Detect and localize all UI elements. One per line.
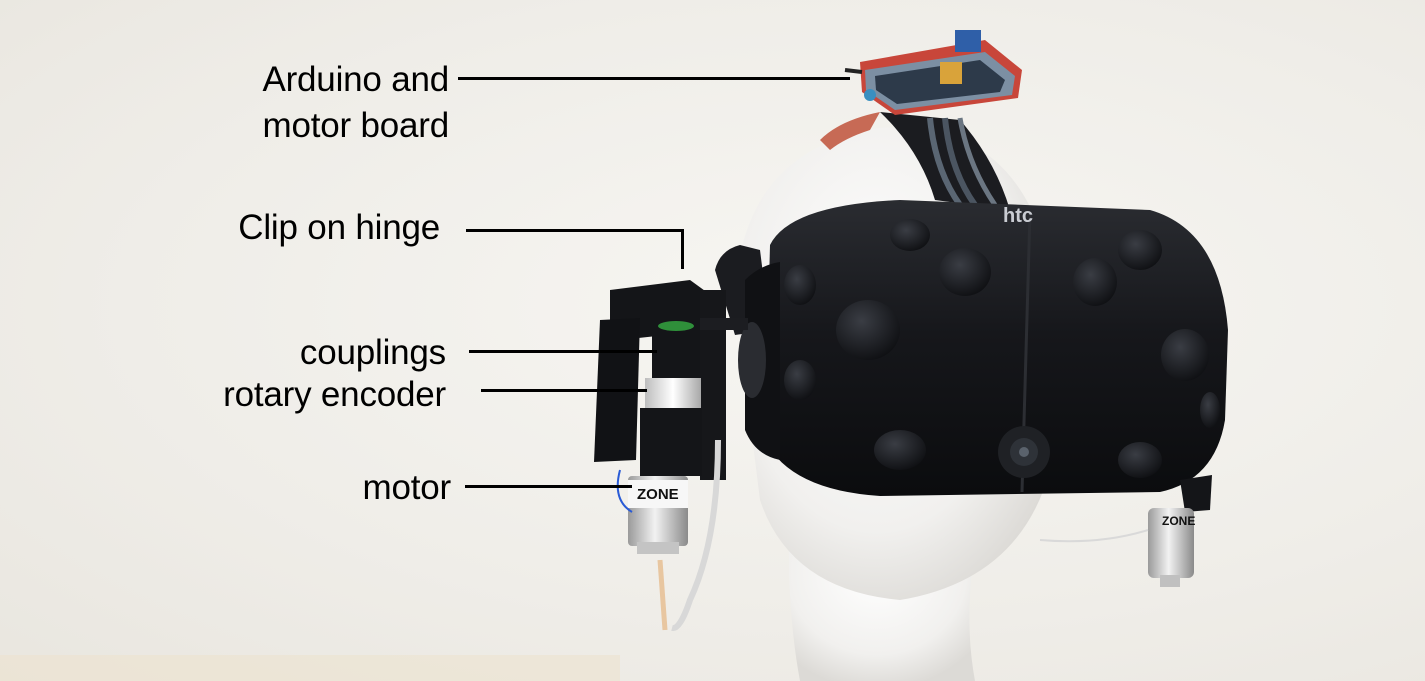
rotary-encoder	[645, 378, 701, 408]
strap-red-cable	[820, 112, 880, 150]
cable	[942, 117, 978, 207]
label-arduino-motor-board: Arduino and motor board	[262, 60, 449, 145]
couplings	[652, 322, 700, 380]
label-rotary-encoder: rotary encoder	[223, 375, 446, 414]
sensor-dimple	[939, 248, 991, 296]
sensor-dimple	[784, 360, 816, 400]
leader-motor	[465, 485, 632, 488]
motor-label: ZONE	[637, 486, 679, 503]
brand-mark: htc	[1003, 205, 1033, 227]
leader-arduino	[458, 77, 850, 80]
label-clip-on-hinge: Clip on hinge	[238, 208, 440, 247]
leader-clip-horizontal	[466, 229, 684, 232]
sensor-dimple	[784, 265, 816, 305]
vr-headset: htc	[738, 200, 1228, 496]
label-motor: motor	[362, 468, 452, 507]
sensor-dimple	[1200, 392, 1220, 428]
leader-couplings	[469, 350, 657, 353]
ipd-knob	[738, 322, 766, 398]
cable	[927, 117, 963, 207]
sensor-dimple	[1073, 258, 1117, 306]
motor-housing	[640, 408, 702, 476]
sensor-dimple	[874, 430, 926, 470]
sensor-dimple	[1161, 329, 1209, 381]
sensor-dimple	[890, 219, 930, 251]
right-motor-assembly: ZONE	[1039, 475, 1212, 587]
ribbon-cable	[671, 439, 721, 632]
haptic-attachment: ZONE	[594, 280, 748, 632]
label-couplings: couplings	[299, 333, 446, 372]
head-strap-top	[880, 112, 1010, 210]
sensor-dimple	[836, 300, 900, 360]
sensor-dimple	[1118, 230, 1162, 270]
cable	[957, 117, 998, 207]
leader-rotary-encoder	[481, 389, 647, 392]
arduino-motor-board	[844, 30, 1022, 115]
leader-clip-vertical	[681, 229, 684, 269]
sensor-dimple	[1118, 442, 1162, 478]
motor-label: ZONE	[1162, 514, 1195, 528]
floor-shadow	[0, 655, 620, 681]
